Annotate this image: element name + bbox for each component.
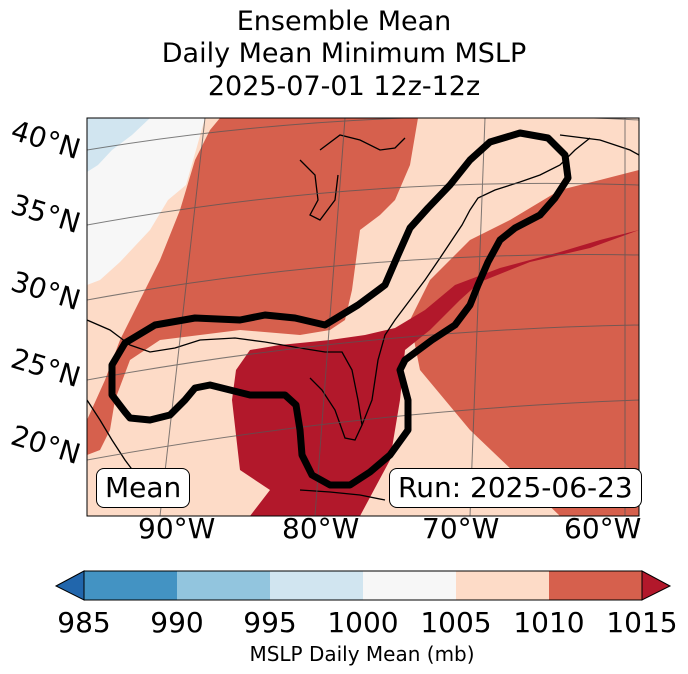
field-1010-1015-west [87, 118, 418, 455]
title-line-3: 2025-07-01 12z-12z [207, 71, 481, 102]
lon-label-90w: 90°W [138, 512, 216, 545]
map-frame [86, 117, 640, 517]
colorbar-tick-1005: 1005 [420, 606, 492, 639]
field-above-1015 [232, 230, 639, 516]
title-line-1: Ensemble Mean [236, 6, 452, 37]
colorbar-tick-985: 985 [57, 606, 111, 639]
colorbar-segment-1005-1010 [456, 571, 549, 600]
field-1000-1005 [87, 118, 205, 285]
colorbar-tick-1000: 1000 [327, 606, 399, 639]
colorbar-segment-1000-1005 [363, 571, 456, 600]
colorbar-tick-1015: 1015 [606, 606, 678, 639]
colorbar [54, 570, 672, 601]
mean-badge: Mean [96, 468, 191, 508]
colorbar-segment-1010-1015 [549, 571, 642, 600]
colorbar-label: MSLP Daily Mean (mb) [249, 642, 475, 666]
colorbar-tick-990: 990 [150, 606, 204, 639]
colorbar-tick-1010: 1010 [513, 606, 585, 639]
field-1005-1010-south [190, 470, 270, 516]
colorbar-frame [83, 570, 643, 601]
lon-label-70w: 70°W [422, 512, 500, 545]
colorbar-extend-low [54, 570, 85, 601]
colorbar-tick-995: 995 [243, 606, 297, 639]
field-1010-1015-east [410, 170, 639, 516]
colorbar-segment-990-995 [177, 571, 270, 600]
threshold-contour [108, 129, 572, 489]
graticule [87, 118, 639, 516]
title-line-2: Daily Mean Minimum MSLP [161, 38, 527, 69]
run-date-badge: Run: 2025-06-23 [389, 468, 642, 508]
colorbar-segment-995-1000 [270, 571, 363, 600]
map-area [87, 118, 639, 516]
lon-label-80w: 80°W [282, 512, 360, 545]
lon-label-60w: 60°W [564, 512, 642, 545]
colorbar-extend-high [641, 570, 672, 601]
colorbar-segment-985-990 [84, 571, 177, 600]
